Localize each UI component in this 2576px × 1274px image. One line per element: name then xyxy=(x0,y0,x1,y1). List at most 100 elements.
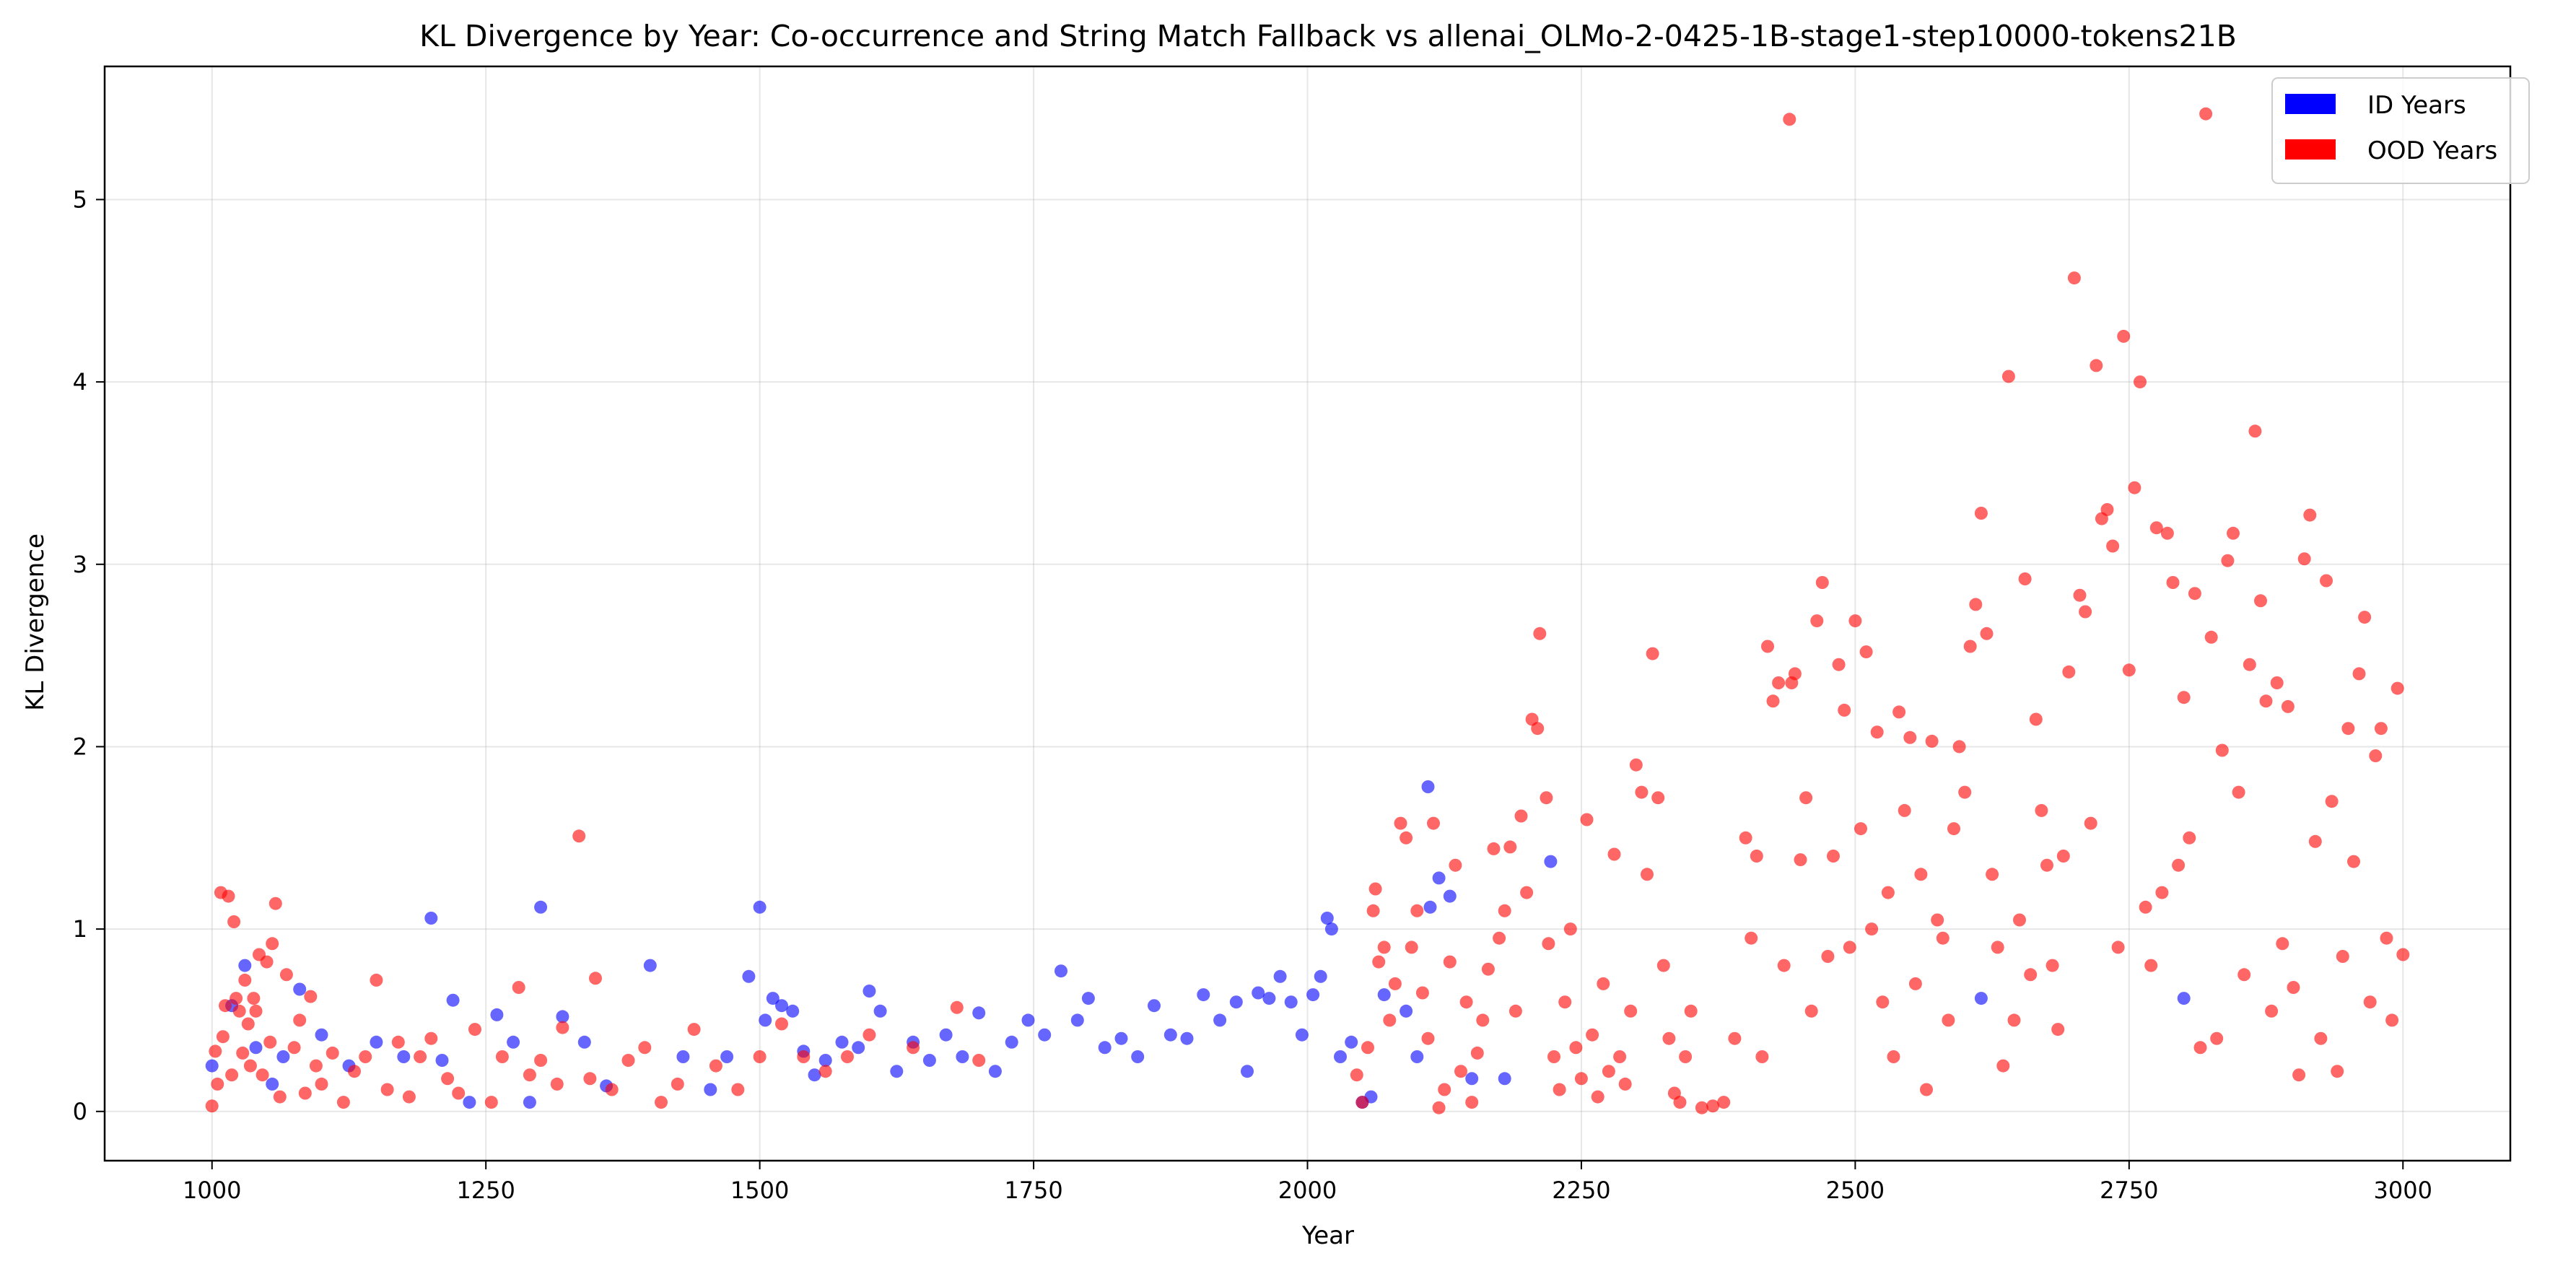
scatter-point xyxy=(1459,995,1473,1009)
scatter-point xyxy=(1986,868,1999,881)
scatter-point xyxy=(1345,1035,1358,1049)
scatter-point xyxy=(2183,831,2196,845)
scatter-point xyxy=(238,973,252,987)
scatter-point xyxy=(1843,941,1856,954)
scatter-point xyxy=(2276,937,2289,951)
scatter-point xyxy=(731,1083,745,1096)
scatter-point xyxy=(2040,858,2053,872)
scatter-point xyxy=(671,1077,684,1091)
scatter-point xyxy=(1996,1059,2010,1073)
scatter-point xyxy=(2177,992,2191,1005)
scatter-point xyxy=(2314,1031,2328,1045)
scatter-point xyxy=(249,1004,263,1018)
scatter-point xyxy=(1607,847,1621,861)
scatter-point xyxy=(2292,1068,2306,1082)
scatter-point xyxy=(463,1096,476,1109)
scatter-point xyxy=(638,1041,652,1055)
legend-swatch-id-years xyxy=(2285,94,2336,114)
scatter-point xyxy=(655,1096,668,1109)
scatter-point xyxy=(266,937,279,951)
scatter-point xyxy=(2331,1065,2344,1078)
series-ood-years xyxy=(205,107,2410,1114)
scatter-point xyxy=(1229,995,1243,1009)
scatter-point xyxy=(268,896,282,910)
scatter-point xyxy=(1876,995,1890,1009)
scatter-point xyxy=(1810,614,1824,628)
scatter-point xyxy=(2111,941,2125,954)
scatter-point xyxy=(1081,992,1095,1005)
scatter-point xyxy=(1613,1050,1627,1063)
scatter-point xyxy=(1449,858,1462,872)
scatter-point xyxy=(1558,995,1572,1009)
scatter-point xyxy=(534,900,548,914)
scatter-point xyxy=(2188,587,2201,601)
scatter-point xyxy=(2254,594,2267,608)
scatter-point xyxy=(1213,1013,1227,1027)
scatter-point xyxy=(1542,937,1555,951)
scatter-point xyxy=(247,992,261,1005)
scatter-point xyxy=(523,1096,536,1109)
scatter-point xyxy=(2155,886,2169,899)
scatter-point xyxy=(1427,816,1440,830)
scatter-point xyxy=(1980,627,1994,640)
scatter-point xyxy=(1324,922,1338,936)
scatter-point xyxy=(1148,999,1161,1013)
scatter-point xyxy=(1284,995,1298,1009)
scatter-point xyxy=(219,999,232,1013)
scatter-point xyxy=(2084,816,2097,830)
scatter-point xyxy=(2144,959,2158,972)
scatter-point xyxy=(1695,1101,1708,1114)
scatter-point xyxy=(512,981,525,994)
scatter-point xyxy=(2265,1004,2279,1018)
scatter-point xyxy=(1131,1050,1145,1063)
scatter-point xyxy=(1388,977,1402,990)
scatter-point xyxy=(1400,1004,1413,1018)
scatter-point xyxy=(2227,526,2240,540)
x-tick-label: 1000 xyxy=(183,1177,241,1204)
scatter-point xyxy=(2270,676,2284,689)
scatter-point xyxy=(2100,503,2114,516)
scatter-point xyxy=(507,1035,520,1049)
scatter-point xyxy=(2139,900,2152,914)
scatter-point xyxy=(1544,855,1558,868)
scatter-point xyxy=(704,1083,717,1096)
scatter-point xyxy=(2210,1031,2224,1045)
scatter-point xyxy=(227,915,241,928)
scatter-point xyxy=(1651,791,1665,805)
x-tick-label: 2250 xyxy=(1552,1177,1610,1204)
scatter-point xyxy=(2320,574,2333,588)
scatter-point xyxy=(1295,1028,1309,1042)
scatter-point xyxy=(2243,658,2256,671)
scatter-point xyxy=(1547,1050,1560,1063)
scatter-point xyxy=(873,1004,887,1018)
scatter-point xyxy=(276,1050,290,1063)
scatter-point xyxy=(1443,955,1457,969)
scatter-point xyxy=(243,1059,257,1073)
scatter-point xyxy=(414,1050,427,1063)
scatter-point xyxy=(956,1050,969,1063)
scatter-point xyxy=(988,1065,1002,1078)
scatter-point xyxy=(1540,791,1553,805)
scatter-point xyxy=(1098,1041,1112,1055)
scatter-point xyxy=(238,959,252,972)
scatter-point xyxy=(2380,931,2393,945)
scatter-point xyxy=(1761,640,1774,653)
scatter-point xyxy=(1180,1031,1194,1045)
scatter-point xyxy=(775,1017,788,1031)
scatter-point xyxy=(2149,521,2163,535)
scatter-point xyxy=(309,1059,323,1073)
scatter-point xyxy=(1618,1077,1632,1091)
scatter-point xyxy=(236,1046,250,1060)
scatter-point xyxy=(1936,931,1950,945)
scatter-point xyxy=(1021,1013,1035,1027)
scatter-point xyxy=(1055,964,1067,978)
scatter-point xyxy=(1942,1013,1955,1027)
scatter-point xyxy=(1377,988,1391,1002)
y-tick-label: 3 xyxy=(73,551,87,578)
scatter-point xyxy=(1355,1096,1369,1109)
scatter-point xyxy=(589,972,602,985)
scatter-point xyxy=(1533,627,1547,640)
scatter-point xyxy=(2051,1023,2065,1037)
scatter-point xyxy=(2352,667,2366,681)
